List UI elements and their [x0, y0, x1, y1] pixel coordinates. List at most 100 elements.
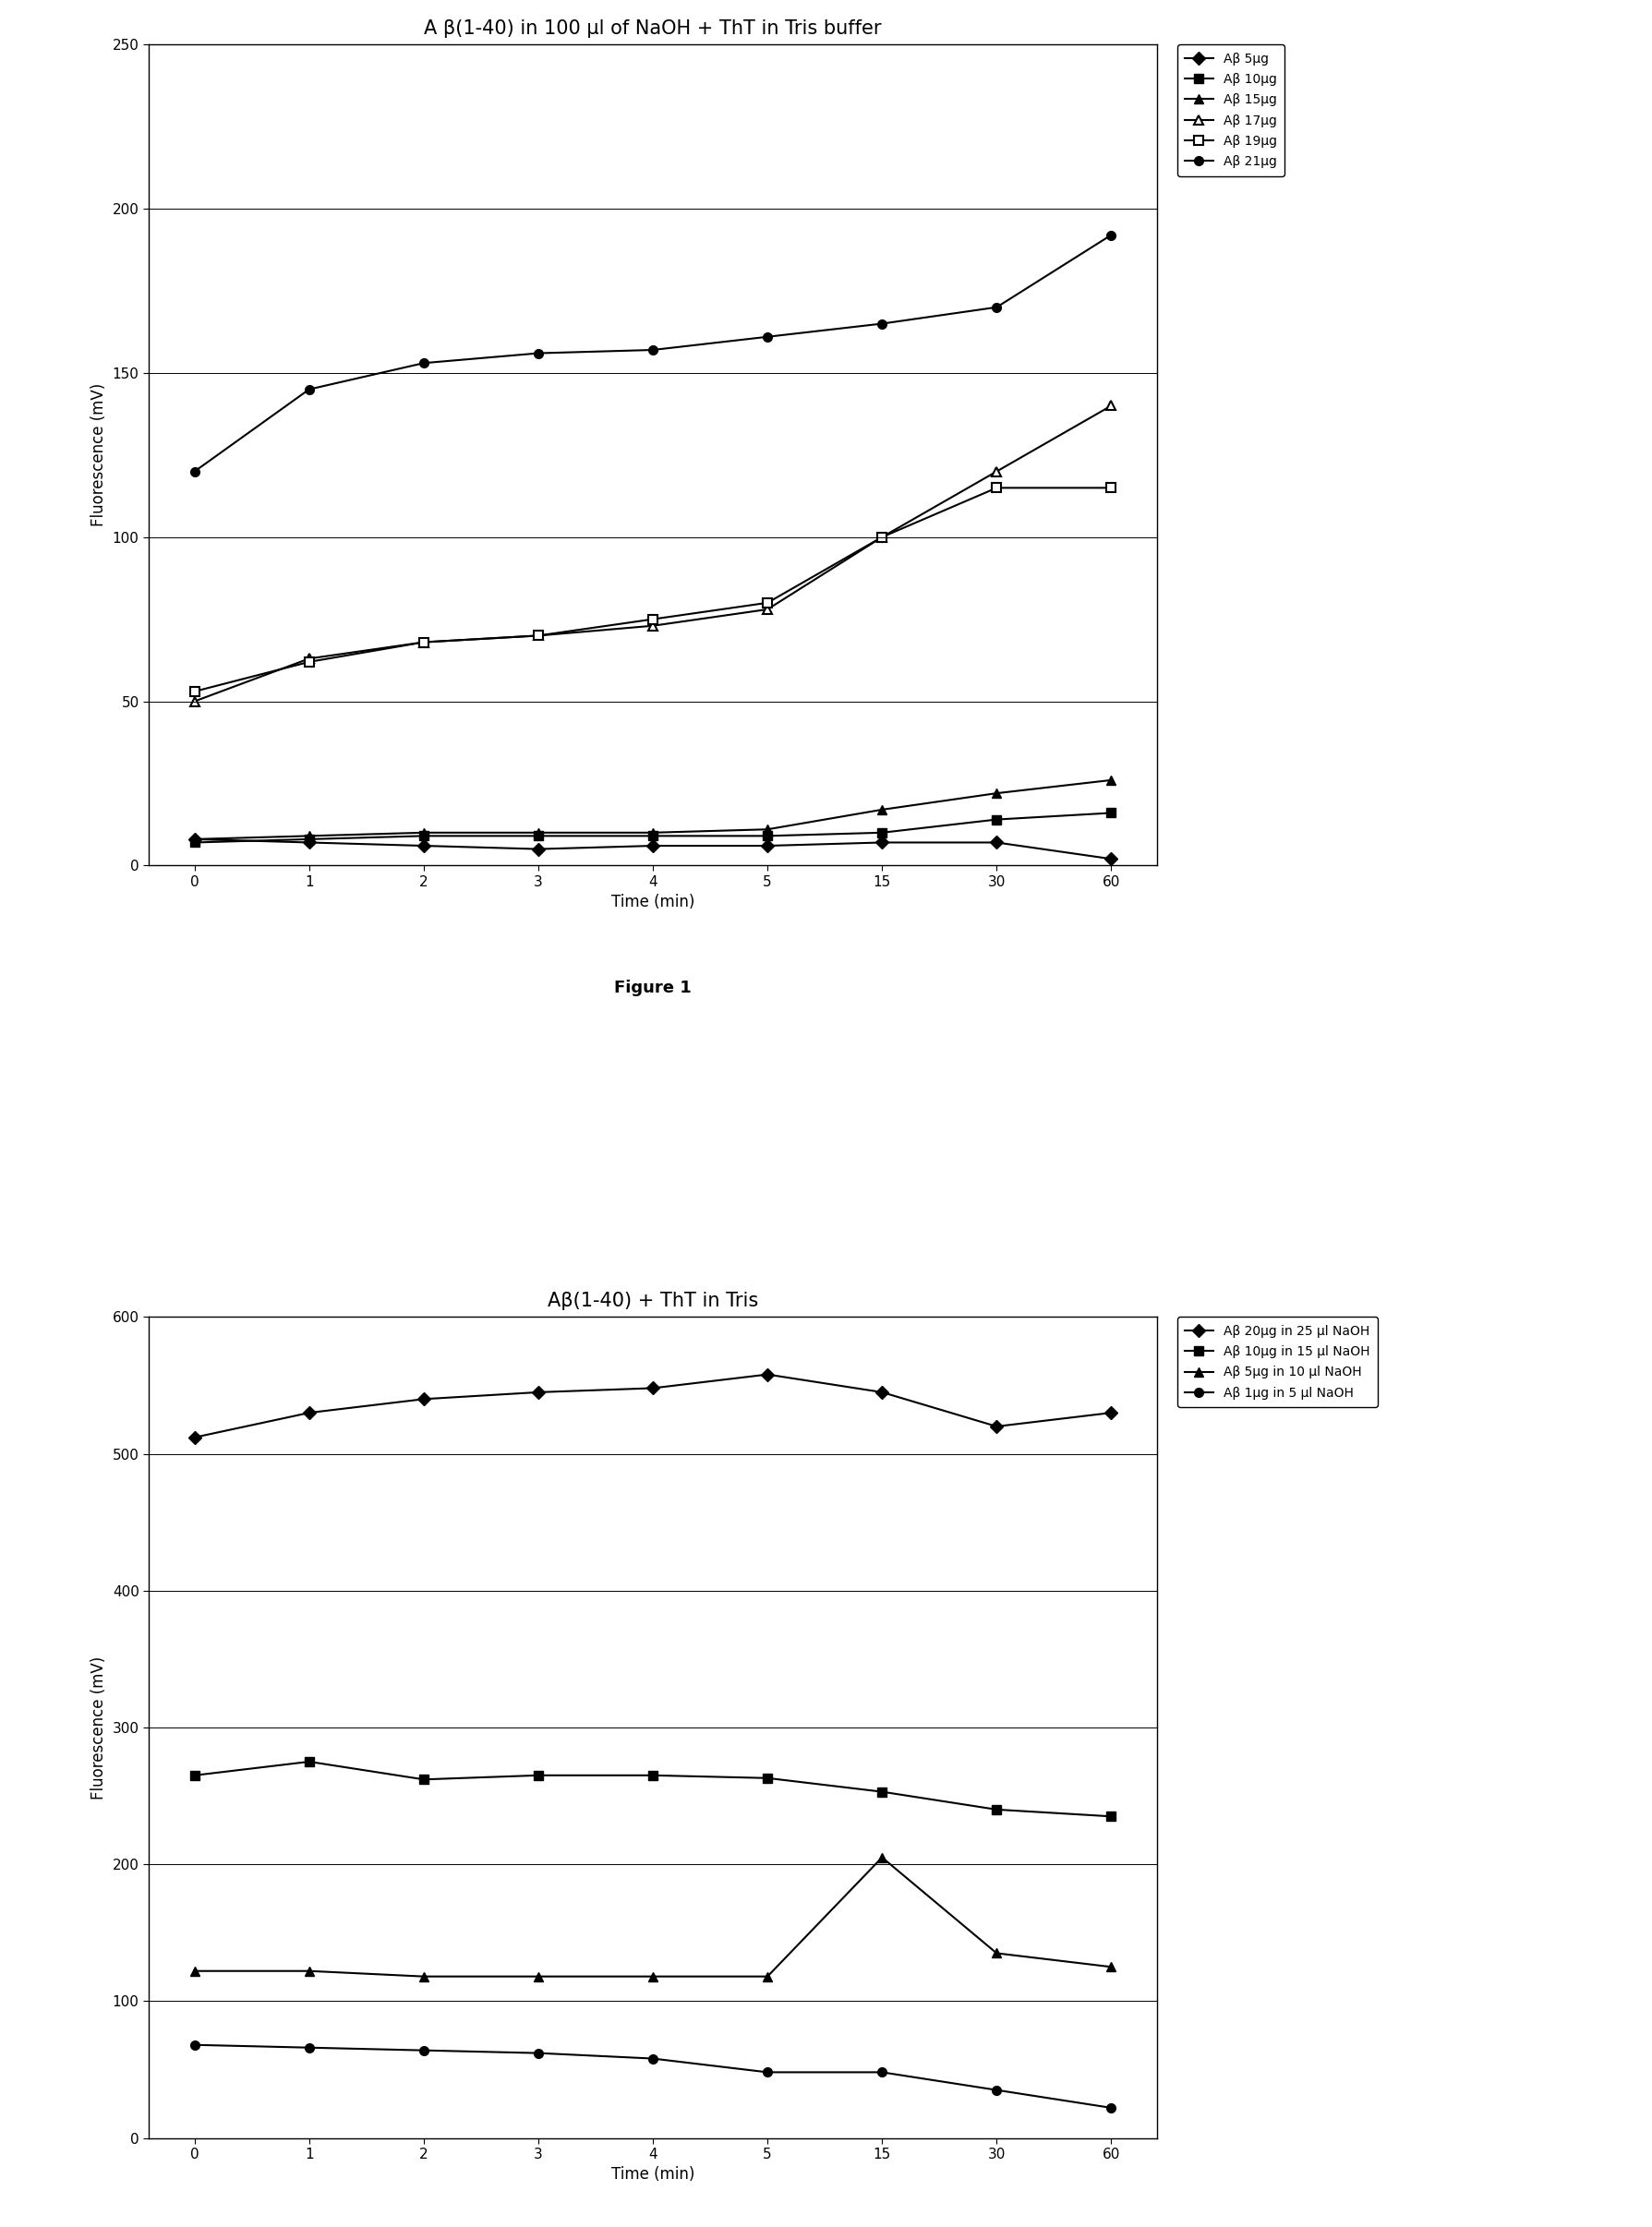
Aβ 19μg: [643, 606, 662, 632]
Title: A β(1-40) in 100 µl of NaOH + ThT in Tris buffer: A β(1-40) in 100 µl of NaOH + ThT in Tri…: [425, 20, 881, 38]
Aβ 15μg: [872, 797, 892, 824]
Aβ 19μg: [872, 523, 892, 550]
Aβ 21μg: [413, 350, 433, 376]
Aβ 20μg in 25 µl NaOH: [185, 1423, 205, 1450]
Aβ 20μg in 25 µl NaOH: [299, 1399, 319, 1425]
Aβ 5μg: [872, 828, 892, 855]
Aβ 5μg: [757, 833, 776, 860]
Legend: Aβ 5μg, Aβ 10μg, Aβ 15μg, Aβ 17μg, Aβ 19μg, Aβ 21μg: Aβ 5μg, Aβ 10μg, Aβ 15μg, Aβ 17μg, Aβ 19…: [1176, 45, 1284, 176]
Aβ 1μg in 5 µl NaOH: [757, 2060, 776, 2087]
Aβ 10μg in 15 µl NaOH: [1100, 1804, 1120, 1831]
Aβ 1μg in 5 µl NaOH: [299, 2033, 319, 2060]
Aβ 5μg in 10 µl NaOH: [413, 1964, 433, 1991]
Title: Aβ(1-40) + ThT in Tris: Aβ(1-40) + ThT in Tris: [547, 1292, 758, 1309]
Aβ 20μg in 25 µl NaOH: [643, 1374, 662, 1401]
Aβ 10μg: [413, 822, 433, 848]
Aβ 5μg in 10 µl NaOH: [299, 1958, 319, 1984]
Aβ 21μg: [872, 310, 892, 336]
Aβ 5μg in 10 µl NaOH: [185, 1958, 205, 1984]
Aβ 20μg in 25 µl NaOH: [757, 1361, 776, 1387]
Aβ 21μg: [757, 323, 776, 350]
Aβ 21μg: [185, 459, 205, 485]
Line: Aβ 19μg: Aβ 19μg: [190, 483, 1115, 695]
Line: Aβ 15μg: Aβ 15μg: [190, 775, 1115, 844]
Aβ 5μg in 10 µl NaOH: [1100, 1953, 1120, 1980]
Aβ 10μg in 15 µl NaOH: [872, 1779, 892, 1806]
Aβ 19μg: [529, 621, 548, 648]
Aβ 17μg: [413, 628, 433, 655]
Aβ 19μg: [986, 474, 1006, 501]
Aβ 5μg in 10 µl NaOH: [757, 1964, 776, 1991]
Aβ 17μg: [872, 523, 892, 550]
Aβ 10μg in 15 µl NaOH: [185, 1762, 205, 1788]
Aβ 15μg: [757, 815, 776, 842]
Aβ 17μg: [986, 459, 1006, 485]
Aβ 10μg in 15 µl NaOH: [299, 1748, 319, 1775]
Legend: Aβ 20μg in 25 µl NaOH, Aβ 10μg in 15 µl NaOH, Aβ 5μg in 10 µl NaOH, Aβ 1μg in 5 : Aβ 20μg in 25 µl NaOH, Aβ 10μg in 15 µl …: [1176, 1316, 1376, 1407]
Aβ 1μg in 5 µl NaOH: [1100, 2093, 1120, 2120]
Aβ 19μg: [185, 677, 205, 704]
Text: Figure 1: Figure 1: [615, 980, 691, 995]
Line: Aβ 5μg: Aβ 5μg: [190, 835, 1115, 864]
Aβ 10μg: [1100, 799, 1120, 826]
Aβ 15μg: [413, 820, 433, 846]
Aβ 5μg in 10 µl NaOH: [643, 1964, 662, 1991]
Line: Aβ 5μg in 10 µl NaOH: Aβ 5μg in 10 µl NaOH: [190, 1853, 1115, 1982]
Aβ 15μg: [185, 826, 205, 853]
Aβ 10μg in 15 µl NaOH: [529, 1762, 548, 1788]
Aβ 19μg: [757, 590, 776, 617]
Aβ 20μg in 25 µl NaOH: [413, 1385, 433, 1412]
Aβ 10μg: [872, 820, 892, 846]
Aβ 5μg in 10 µl NaOH: [529, 1964, 548, 1991]
Line: Aβ 20μg in 25 µl NaOH: Aβ 20μg in 25 µl NaOH: [190, 1370, 1115, 1441]
Aβ 15μg: [643, 820, 662, 846]
Aβ 17μg: [757, 597, 776, 624]
Aβ 10μg: [299, 826, 319, 853]
Aβ 15μg: [529, 820, 548, 846]
Aβ 21μg: [643, 336, 662, 363]
Aβ 10μg in 15 µl NaOH: [413, 1766, 433, 1793]
Line: Aβ 17μg: Aβ 17μg: [190, 401, 1115, 706]
Aβ 20μg in 25 µl NaOH: [872, 1379, 892, 1405]
Aβ 5μg: [1100, 846, 1120, 873]
X-axis label: Time (min): Time (min): [611, 893, 694, 911]
Aβ 5μg in 10 µl NaOH: [872, 1844, 892, 1871]
Aβ 10μg: [185, 828, 205, 855]
Aβ 5μg: [986, 828, 1006, 855]
Aβ 5μg: [413, 833, 433, 860]
Aβ 21μg: [299, 376, 319, 403]
Aβ 10μg in 15 µl NaOH: [986, 1797, 1006, 1824]
Aβ 15μg: [1100, 766, 1120, 793]
Line: Aβ 10μg in 15 µl NaOH: Aβ 10μg in 15 µl NaOH: [190, 1757, 1115, 1822]
Aβ 1μg in 5 µl NaOH: [185, 2031, 205, 2058]
Aβ 21μg: [529, 341, 548, 367]
Y-axis label: Fluorescence (mV): Fluorescence (mV): [91, 383, 107, 526]
Aβ 19μg: [299, 648, 319, 675]
Aβ 17μg: [1100, 392, 1120, 419]
Aβ 5μg: [185, 826, 205, 853]
Aβ 20μg in 25 µl NaOH: [986, 1414, 1006, 1441]
Aβ 15μg: [299, 822, 319, 848]
Line: Aβ 21μg: Aβ 21μg: [190, 232, 1115, 477]
Aβ 1μg in 5 µl NaOH: [986, 2076, 1006, 2102]
Aβ 19μg: [413, 628, 433, 655]
Aβ 17μg: [299, 646, 319, 673]
Aβ 5μg in 10 µl NaOH: [986, 1940, 1006, 1966]
Aβ 21μg: [986, 294, 1006, 321]
Aβ 17μg: [529, 621, 548, 648]
Aβ 10μg: [757, 822, 776, 848]
Aβ 20μg in 25 µl NaOH: [1100, 1399, 1120, 1425]
Aβ 17μg: [185, 688, 205, 715]
Aβ 5μg: [643, 833, 662, 860]
Aβ 10μg: [643, 822, 662, 848]
Aβ 1μg in 5 µl NaOH: [413, 2038, 433, 2064]
Aβ 17μg: [643, 612, 662, 639]
Aβ 10μg in 15 µl NaOH: [643, 1762, 662, 1788]
Aβ 19μg: [1100, 474, 1120, 501]
Aβ 21μg: [1100, 223, 1120, 249]
Aβ 5μg: [529, 835, 548, 862]
Aβ 10μg: [529, 822, 548, 848]
X-axis label: Time (min): Time (min): [611, 2167, 694, 2182]
Aβ 5μg: [299, 828, 319, 855]
Aβ 15μg: [986, 779, 1006, 806]
